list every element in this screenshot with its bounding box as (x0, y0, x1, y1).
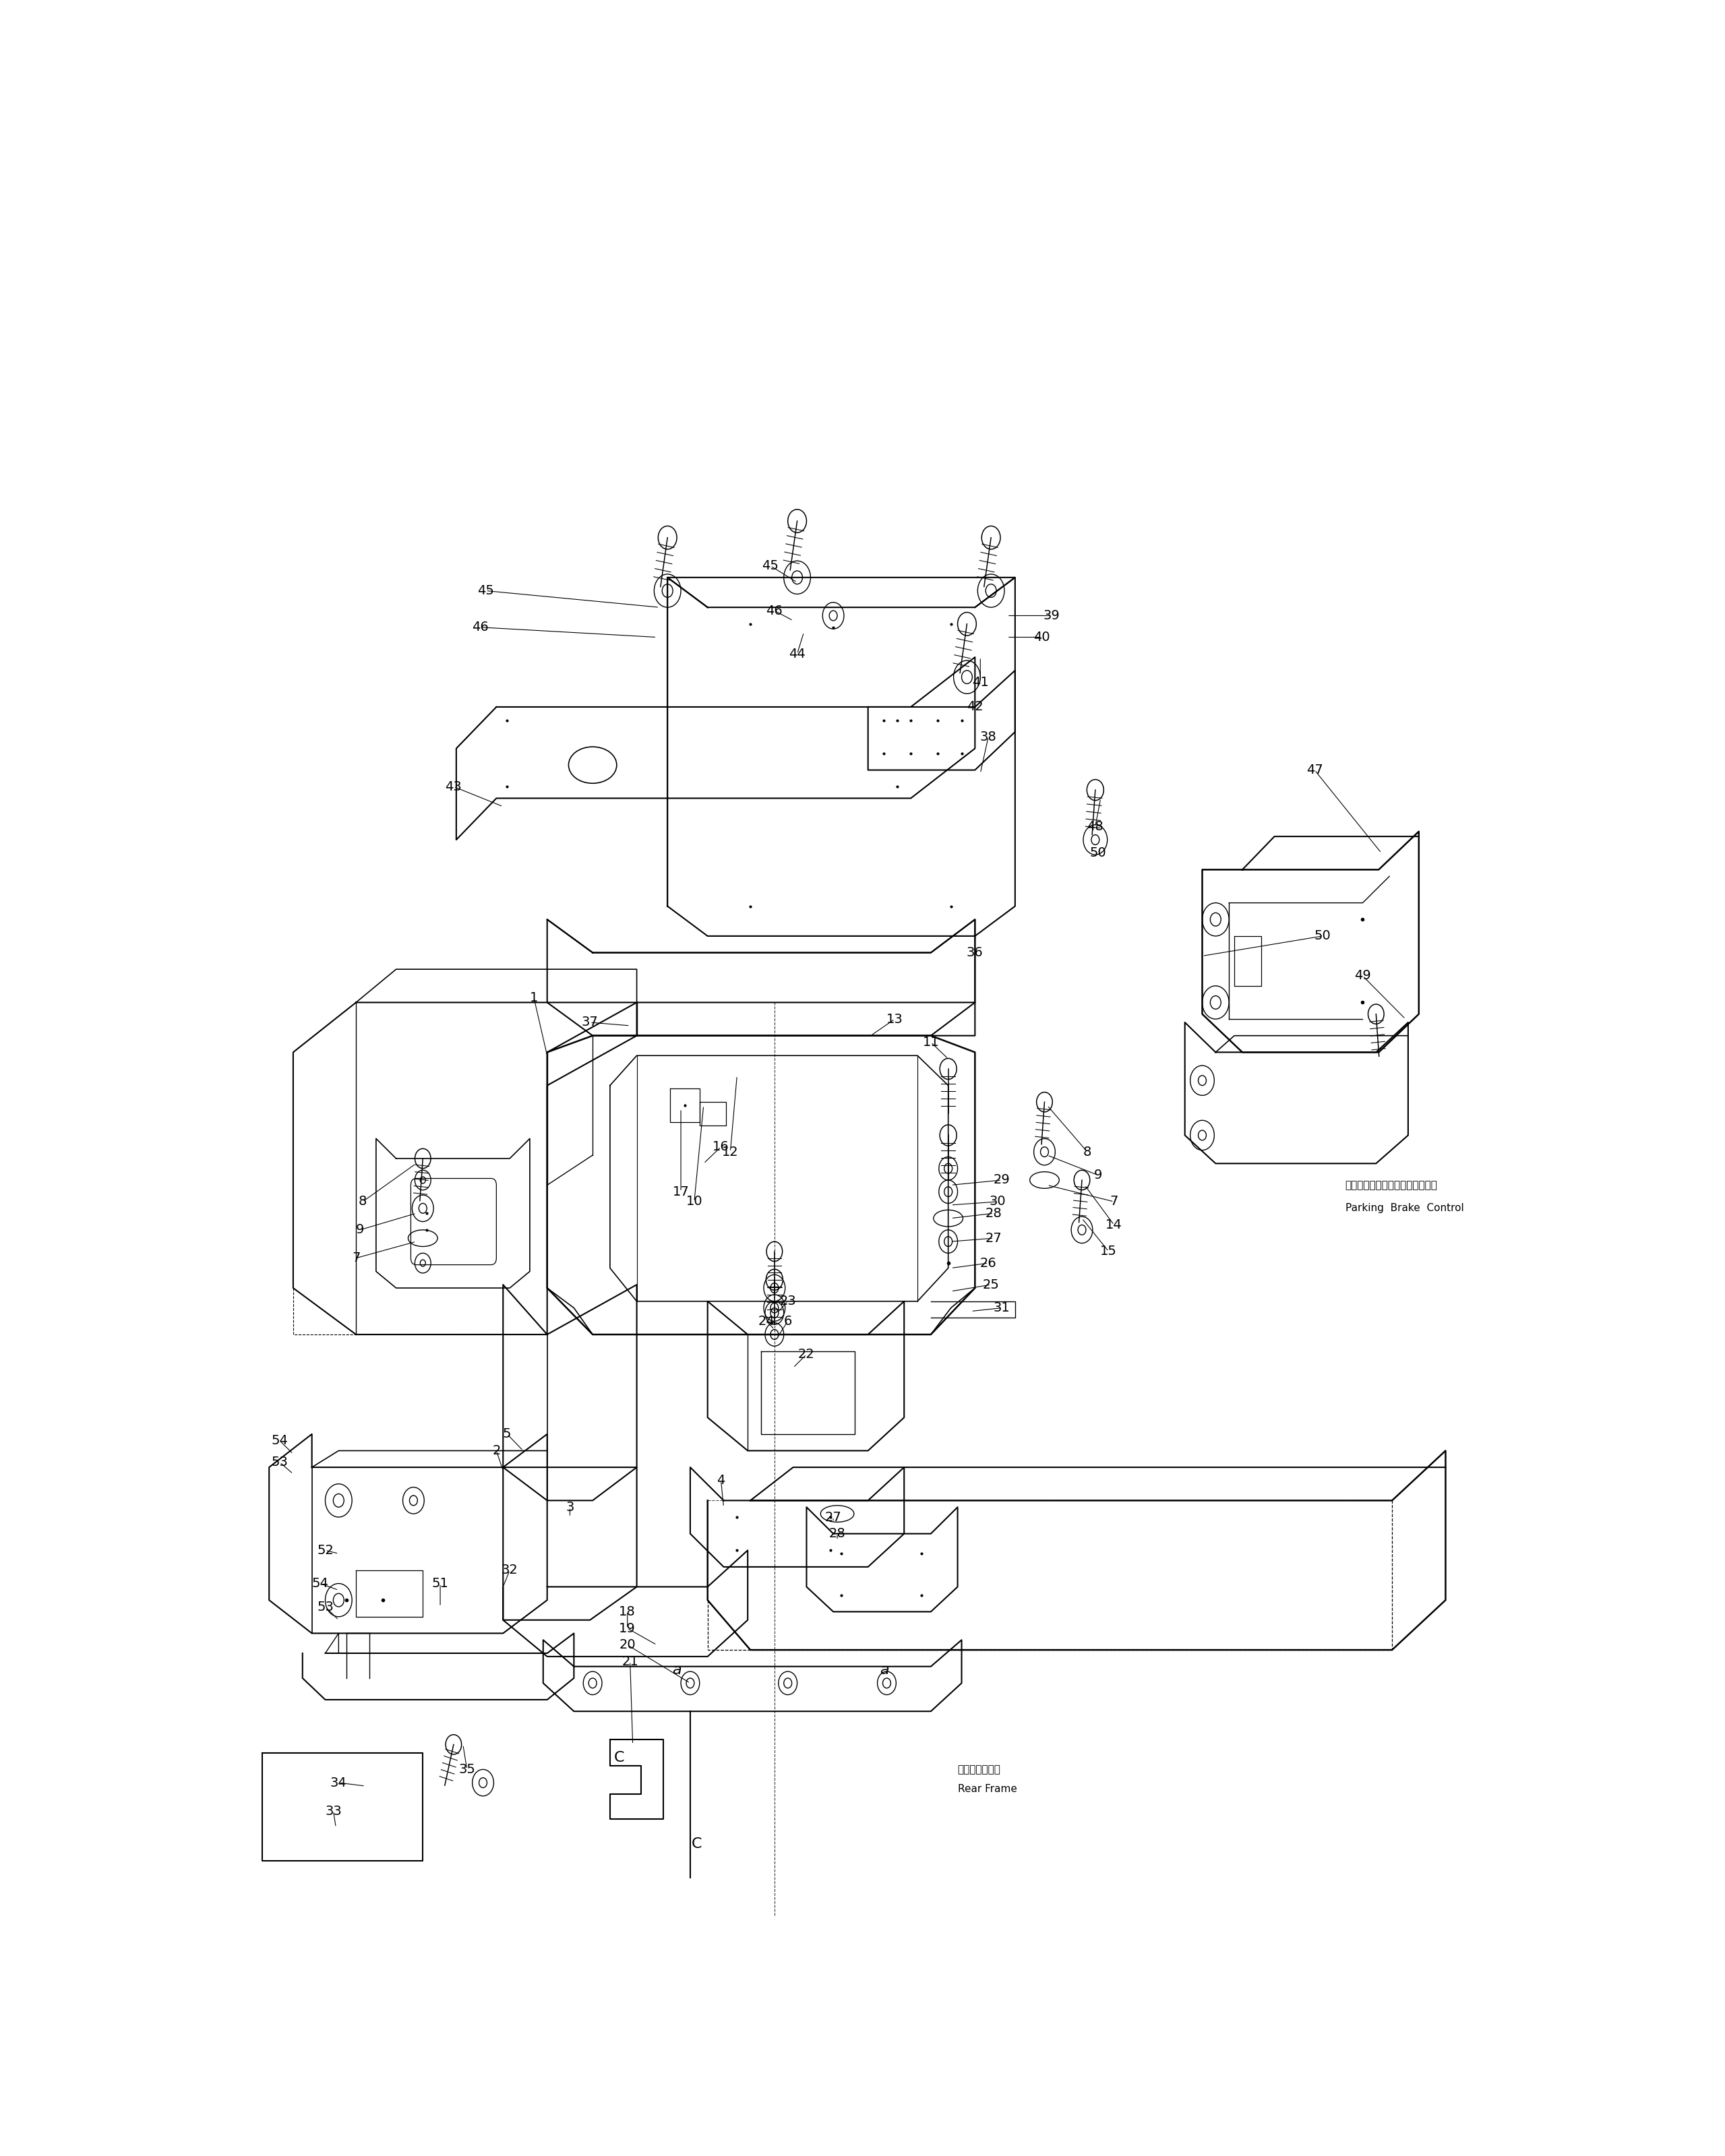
Text: 45: 45 (478, 584, 493, 597)
Text: 20: 20 (619, 1639, 637, 1651)
Text: Rear Frame: Rear Frame (957, 1785, 1016, 1794)
Text: 45: 45 (762, 558, 778, 571)
Text: 3: 3 (566, 1501, 574, 1514)
Text: 5: 5 (504, 1427, 511, 1440)
Text: a: a (880, 1662, 888, 1677)
Text: 52: 52 (317, 1544, 333, 1557)
Text: 27: 27 (985, 1231, 1002, 1244)
Text: 28: 28 (985, 1207, 1002, 1220)
Text: 33: 33 (324, 1805, 342, 1818)
Text: 23: 23 (780, 1296, 797, 1309)
Text: 8: 8 (359, 1194, 367, 1207)
Text: 40: 40 (1033, 632, 1051, 645)
Text: 2: 2 (492, 1445, 500, 1457)
Text: 49: 49 (1354, 970, 1371, 983)
Text: 50: 50 (1090, 847, 1106, 860)
Text: 51: 51 (431, 1576, 448, 1589)
Text: 7: 7 (352, 1253, 361, 1266)
Text: 26: 26 (980, 1257, 997, 1270)
Text: 50: 50 (1314, 929, 1332, 942)
Text: 41: 41 (971, 675, 988, 688)
Text: 9: 9 (1094, 1169, 1102, 1181)
Text: 22: 22 (799, 1348, 814, 1360)
Text: 17: 17 (673, 1186, 690, 1199)
Text: 54: 54 (312, 1576, 328, 1589)
Text: 46: 46 (473, 621, 488, 634)
Text: 53: 53 (271, 1455, 288, 1468)
Text: 1: 1 (530, 992, 538, 1005)
Text: C: C (692, 1837, 702, 1850)
Text: 10: 10 (687, 1194, 702, 1207)
Text: 29: 29 (994, 1173, 1011, 1186)
Text: 16: 16 (712, 1141, 730, 1153)
Text: 38: 38 (980, 731, 997, 744)
Text: 15: 15 (1101, 1244, 1118, 1257)
Text: 6: 6 (783, 1315, 792, 1328)
Text: C: C (614, 1751, 624, 1764)
Text: 36: 36 (966, 946, 983, 959)
Text: 12: 12 (723, 1145, 738, 1158)
Text: 21: 21 (621, 1656, 638, 1669)
Text: 34: 34 (329, 1777, 347, 1789)
Text: 48: 48 (1087, 819, 1104, 832)
Text: 32: 32 (502, 1563, 518, 1576)
Text: 46: 46 (766, 604, 783, 617)
Text: 11: 11 (923, 1035, 938, 1048)
Text: 28: 28 (830, 1526, 845, 1539)
Text: 31: 31 (994, 1302, 1011, 1315)
Text: 9: 9 (355, 1222, 364, 1235)
Text: 4: 4 (718, 1475, 724, 1488)
Text: 8: 8 (1083, 1145, 1092, 1158)
Text: パーキングブレーキコントロール: パーキングブレーキコントロール (1346, 1179, 1437, 1190)
Text: 54: 54 (271, 1434, 288, 1447)
Text: 24: 24 (757, 1315, 775, 1328)
Text: 35: 35 (459, 1764, 476, 1777)
Text: 43: 43 (445, 780, 462, 793)
Text: 42: 42 (966, 701, 983, 714)
Text: 37: 37 (581, 1015, 599, 1028)
Text: リヤーフレーム: リヤーフレーム (957, 1764, 1000, 1774)
Text: a: a (673, 1662, 681, 1677)
Text: 30: 30 (990, 1194, 1006, 1207)
Text: 39: 39 (1044, 610, 1059, 623)
Text: 13: 13 (887, 1013, 904, 1026)
Text: 19: 19 (619, 1621, 637, 1634)
Text: 25: 25 (983, 1279, 999, 1291)
Text: Parking  Brake  Control: Parking Brake Control (1346, 1203, 1465, 1214)
Text: 18: 18 (619, 1606, 637, 1619)
Text: 27: 27 (825, 1511, 842, 1524)
Text: 47: 47 (1306, 763, 1323, 776)
Text: 44: 44 (788, 647, 806, 660)
Text: 14: 14 (1106, 1218, 1123, 1231)
Text: 53: 53 (317, 1600, 333, 1613)
Text: 7: 7 (1109, 1194, 1118, 1207)
